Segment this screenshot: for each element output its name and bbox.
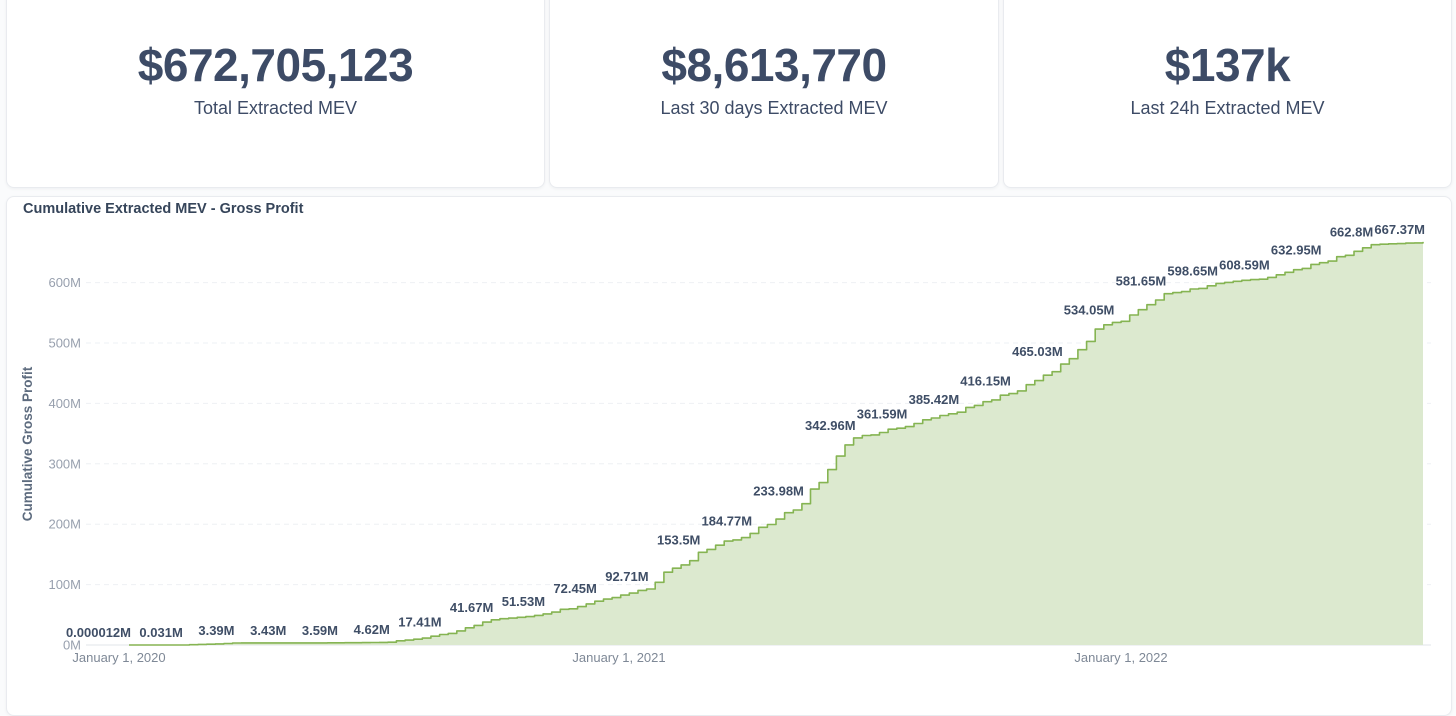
data-label: 41.67M <box>450 600 493 615</box>
y-axis-title: Cumulative Gross Profit <box>20 366 35 521</box>
y-tick-label: 600M <box>48 275 81 290</box>
cumulative-gross-profit-chart[interactable]: 0.000012M 0.031M 3.39M 3.43M 3.59M 4.62M 17.41… <box>7 197 1451 715</box>
data-label: 608.59M <box>1219 257 1270 272</box>
data-label: 3.39M <box>198 623 234 638</box>
data-label: 4.62M <box>354 622 390 637</box>
24h-extracted-mev-label: Last 24h Extracted MEV <box>1130 98 1325 119</box>
data-label: 153.5M <box>657 532 700 547</box>
data-label: 667.37M <box>1374 222 1425 237</box>
data-label: 534.05M <box>1064 302 1115 317</box>
data-label: 72.45M <box>553 581 596 596</box>
total-extracted-mev-value: $672,705,123 <box>137 38 414 91</box>
data-label: 0.031M <box>139 625 182 640</box>
x-tick-label: January 1, 2020 <box>72 650 165 665</box>
data-label: 342.96M <box>805 418 856 433</box>
24h-extracted-mev-value: $137k <box>1164 38 1291 91</box>
data-label: 17.41M <box>398 615 441 630</box>
y-tick-label: 0M <box>63 638 81 653</box>
x-tick-label: January 1, 2022 <box>1074 650 1167 665</box>
30d-extracted-mev-value: $8,613,770 <box>661 38 887 91</box>
mev-dashboard: { "stats": [ { "value": "$672,705,123", … <box>6 0 1452 716</box>
area-fill <box>129 241 1423 645</box>
data-label: 361.59M <box>857 407 908 422</box>
y-tick-label: 500M <box>48 336 81 351</box>
total-extracted-mev-label: Total Extracted MEV <box>193 98 358 119</box>
y-tick-label: 300M <box>48 456 81 471</box>
y-tick-label: 400M <box>48 396 81 411</box>
chart-title: Cumulative Extracted MEV - Gross Profit <box>23 201 304 217</box>
data-label: 632.95M <box>1271 243 1322 258</box>
series-line <box>129 241 1424 646</box>
data-label: 465.03M <box>1012 344 1063 359</box>
stat-card-24h-extracted-mev: $137k Last 24h Extracted MEV <box>1003 0 1452 188</box>
data-label: 416.15M <box>960 374 1011 389</box>
30d-extracted-mev-label: Last 30 days Extracted MEV <box>660 98 888 119</box>
data-label: 3.59M <box>302 623 338 638</box>
data-label: 233.98M <box>753 484 804 499</box>
data-label: 92.71M <box>605 569 648 584</box>
data-label: 3.43M <box>250 623 286 638</box>
data-label: 184.77M <box>702 513 753 528</box>
x-tick-label: January 1, 2021 <box>572 650 665 665</box>
y-tick-label: 100M <box>48 577 81 592</box>
stat-card-30d-extracted-mev: $8,613,770 Last 30 days Extracted MEV <box>549 0 999 188</box>
cumulative-mev-chart-card: Cumulative Extracted MEV - Gross Profit … <box>6 196 1452 716</box>
y-tick-label: 200M <box>48 517 81 532</box>
data-label: 51.53M <box>502 594 545 609</box>
data-label: 581.65M <box>1116 274 1167 289</box>
stat-card-total-extracted-mev: $672,705,123 Total Extracted MEV <box>6 0 545 188</box>
data-label: 385.42M <box>909 392 960 407</box>
data-label: 662.8M <box>1330 225 1373 240</box>
data-label: 598.65M <box>1167 263 1218 278</box>
data-label: 0.000012M <box>66 625 131 640</box>
